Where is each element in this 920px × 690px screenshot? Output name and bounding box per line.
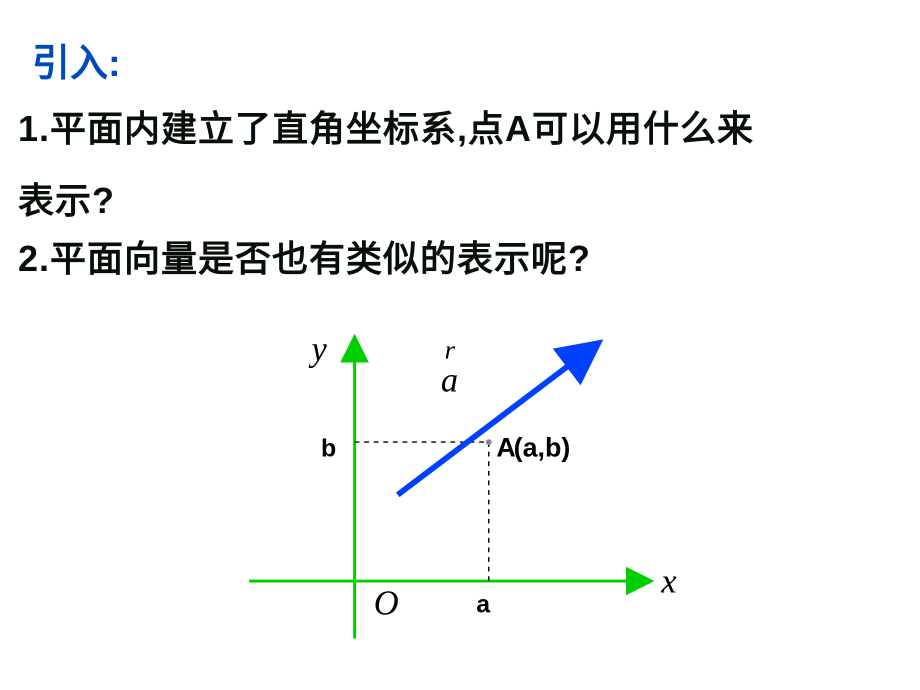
vector-caption-top: r [445,335,456,365]
question-1-line1: 1.平面内建立了直角坐标系,点A可以用什么来 [18,100,754,152]
tick-y-label: b [321,434,336,462]
coordinate-diagram: O x y A (a,b) a b r a [230,300,690,680]
y-axis-label: y [308,331,327,369]
question-1-line2: 表示? [18,172,115,224]
x-axis-label: x [660,563,677,601]
point-a [486,439,492,445]
point-a-coords: (a,b) [514,432,571,462]
origin-label: O [374,585,399,623]
vector-caption: a [441,361,458,399]
intro-title: 引入: [32,32,121,87]
tick-x-label: a [476,591,491,619]
question-2: 2.平面向量是否也有类似的表示呢? [18,230,591,282]
vector-a [398,346,594,495]
